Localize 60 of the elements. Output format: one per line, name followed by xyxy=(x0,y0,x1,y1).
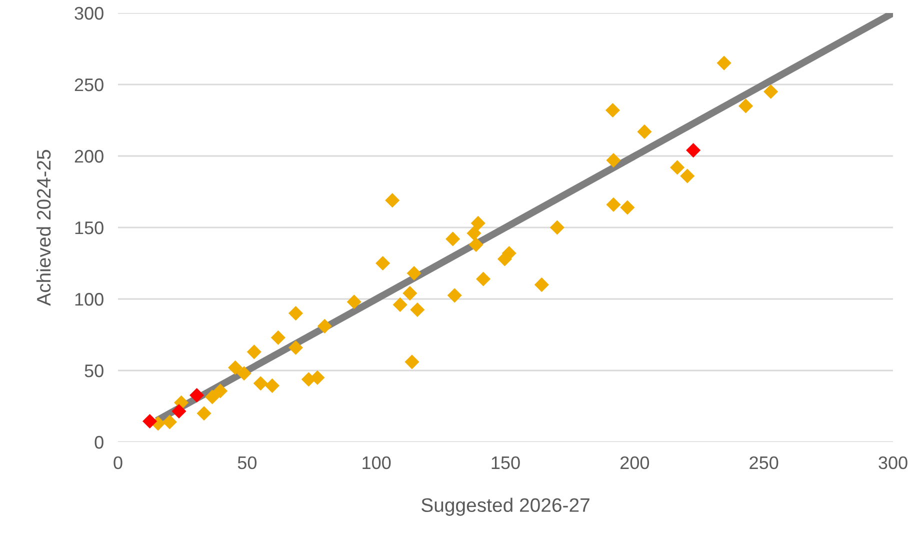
point xyxy=(606,197,621,212)
point xyxy=(288,340,304,355)
point xyxy=(190,388,204,403)
point xyxy=(162,414,177,430)
y-axis-title: Achieved 2024-25 xyxy=(36,150,51,306)
point xyxy=(468,237,484,252)
point xyxy=(738,98,754,114)
y-tick-label: 50 xyxy=(84,364,104,378)
point xyxy=(410,302,425,318)
point xyxy=(764,84,778,99)
point xyxy=(205,390,220,404)
point xyxy=(213,384,228,398)
point xyxy=(310,370,325,385)
point xyxy=(270,330,286,345)
y-tick-label: 250 xyxy=(74,78,104,92)
y-tick-label: 300 xyxy=(74,6,104,20)
point xyxy=(446,232,460,246)
y-tick-label: 150 xyxy=(75,221,104,234)
point xyxy=(402,286,418,301)
y-tick-label: 0 xyxy=(94,436,104,449)
point xyxy=(236,366,252,381)
point xyxy=(605,102,620,118)
x-tick-label: 250 xyxy=(750,456,778,470)
point xyxy=(716,56,732,70)
y-tick-label: 100 xyxy=(75,292,104,306)
point xyxy=(172,404,186,419)
point xyxy=(376,256,390,271)
point xyxy=(466,226,482,241)
point xyxy=(392,297,408,312)
point xyxy=(550,220,564,235)
x-tick-label: 100 xyxy=(362,456,391,470)
point xyxy=(686,142,701,158)
point xyxy=(142,414,158,429)
point xyxy=(476,272,491,286)
point xyxy=(288,306,304,321)
point xyxy=(620,200,635,215)
point xyxy=(346,294,362,310)
point xyxy=(246,344,262,360)
point xyxy=(680,168,695,184)
point xyxy=(670,160,685,175)
point xyxy=(534,277,549,292)
x-axis-title: Suggested 2026-27 xyxy=(422,498,590,516)
point xyxy=(264,378,280,393)
point xyxy=(447,288,462,303)
point xyxy=(637,124,652,139)
x-tick-label: 0 xyxy=(114,456,122,470)
point xyxy=(385,193,400,208)
point xyxy=(404,354,420,370)
point xyxy=(317,318,332,334)
x-tick-label: 150 xyxy=(492,456,520,470)
point xyxy=(406,266,422,281)
x-tick-label: 200 xyxy=(620,456,650,470)
x-tick-label: 50 xyxy=(238,456,257,470)
point xyxy=(470,216,486,230)
y-tick-label: 200 xyxy=(74,150,104,163)
point xyxy=(606,153,621,168)
point xyxy=(196,406,212,421)
point xyxy=(228,360,243,375)
x-tick-label: 300 xyxy=(878,456,908,470)
point xyxy=(253,376,268,391)
